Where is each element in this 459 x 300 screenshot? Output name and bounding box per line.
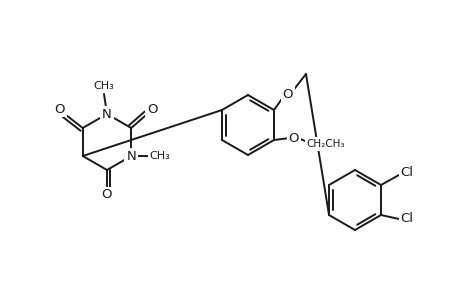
Text: N: N bbox=[126, 149, 136, 163]
Text: O: O bbox=[282, 88, 292, 100]
Text: O: O bbox=[54, 103, 65, 116]
Text: CH₃: CH₃ bbox=[150, 151, 170, 161]
Text: CH₂CH₃: CH₂CH₃ bbox=[306, 139, 345, 149]
Text: CH₃: CH₃ bbox=[94, 81, 114, 91]
Text: Cl: Cl bbox=[400, 167, 413, 179]
Text: Cl: Cl bbox=[400, 212, 413, 226]
Text: O: O bbox=[101, 188, 112, 202]
Text: O: O bbox=[147, 103, 157, 116]
Text: N: N bbox=[102, 107, 112, 121]
Text: O: O bbox=[288, 131, 299, 145]
